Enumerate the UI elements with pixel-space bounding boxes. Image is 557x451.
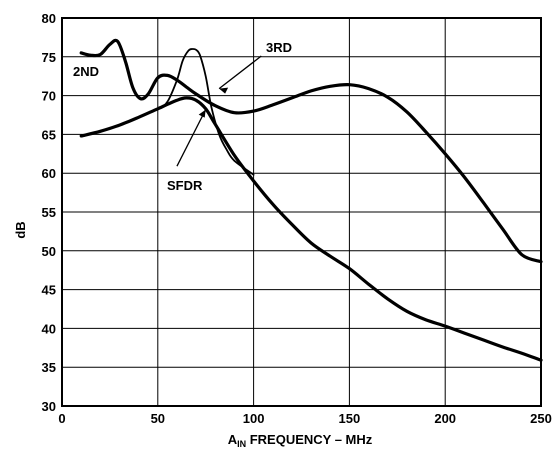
series-lines	[79, 38, 543, 362]
y-axis-label: dB	[13, 221, 28, 238]
series-label-sfdr: SFDR	[167, 178, 203, 193]
y-tick-label: 70	[42, 89, 56, 104]
arrow-head-3rd	[219, 87, 229, 94]
series-line-sfdr	[79, 96, 543, 362]
leader-3rd	[218, 55, 262, 90]
label-leaders	[176, 55, 262, 167]
x-tick-label: 50	[151, 411, 165, 426]
x-tick-labels: 0 50 100 150 200 250	[58, 411, 551, 426]
series-line-2nd	[79, 38, 543, 264]
leader-sfdr	[176, 109, 207, 167]
y-tick-label: 40	[42, 321, 56, 336]
y-tick-label: 65	[42, 127, 56, 142]
y-tick-label: 60	[42, 166, 56, 181]
y-tick-label: 75	[42, 50, 56, 65]
y-tick-label: 35	[42, 360, 56, 375]
arrow-head-sfdr	[198, 109, 206, 118]
y-tick-label: 50	[42, 244, 56, 259]
y-tick-label: 30	[42, 399, 56, 414]
grid	[62, 18, 541, 406]
x-tick-label: 150	[339, 411, 361, 426]
y-tick-labels: 30 35 40 45 50 55 60 65 70 75 80	[42, 11, 56, 414]
series-label-2nd: 2ND	[73, 64, 99, 79]
series-label-3rd: 3RD	[266, 40, 292, 55]
y-tick-label: 55	[42, 205, 56, 220]
x-axis-label: AIN FREQUENCY – MHz	[228, 432, 373, 449]
x-tick-label: 200	[434, 411, 456, 426]
y-tick-label: 80	[42, 11, 56, 26]
x-tick-label: 100	[243, 411, 265, 426]
x-tick-label: 0	[58, 411, 65, 426]
y-tick-label: 45	[42, 283, 56, 298]
x-tick-label: 250	[530, 411, 552, 426]
plot-frame	[61, 17, 542, 407]
